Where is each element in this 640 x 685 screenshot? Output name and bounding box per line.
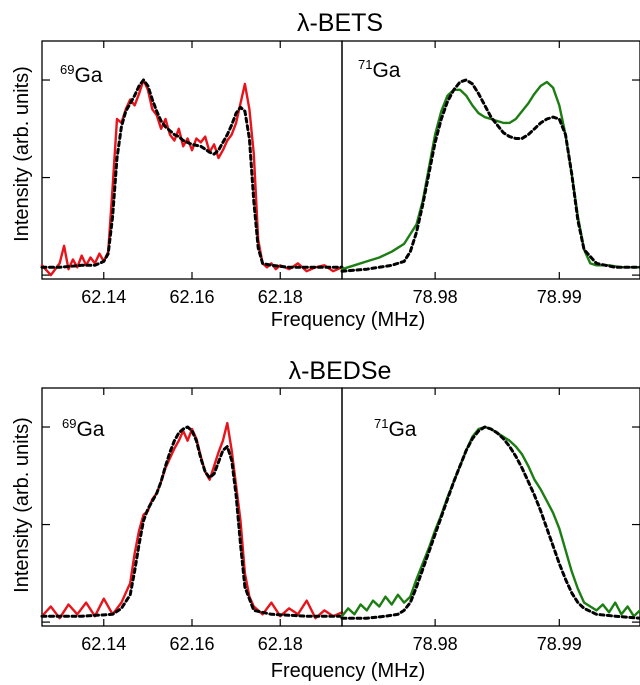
x-tick-label: 78.99	[537, 287, 582, 307]
panel-label: 69Ga	[62, 416, 105, 441]
chart-lambda-bedse: λ-BEDSe Intensity (arb. units) Frequency…	[11, 357, 640, 682]
fit-curve-1	[340, 425, 640, 620]
x-tick-label: 78.98	[413, 634, 458, 654]
x-tick-label: 62.14	[81, 287, 126, 307]
panel-69ga-bedse: 62.14 62.16 62.18 69Ga	[40, 387, 344, 654]
isotope-mass-number: 71	[374, 416, 388, 431]
y-ticks	[632, 426, 640, 623]
panel-71ga-bedse: 78.98 78.99 71Ga	[340, 387, 640, 654]
isotope-mass-number: 69	[60, 62, 74, 77]
chart-lambda-bets: λ-BETS Intensity (arb. units) Frequency …	[11, 9, 640, 331]
spectrum-curve-0	[340, 80, 640, 271]
series-group	[340, 78, 640, 273]
fit-curve-1	[340, 78, 640, 273]
x-tick-label: 62.14	[81, 634, 126, 654]
x-tick-label: 62.18	[258, 634, 303, 654]
x-ticks: 78.98 78.99	[413, 41, 582, 307]
isotope-element: Ga	[388, 418, 416, 441]
y-ticks	[42, 79, 50, 276]
panel-label: 71Ga	[358, 57, 401, 82]
isotope-element: Ga	[372, 59, 400, 82]
x-ticks: 62.14 62.16 62.18	[81, 41, 303, 307]
panel-label: 71Ga	[374, 416, 417, 441]
y-axis-label: Intensity (arb. units)	[11, 66, 33, 242]
isotope-element: Ga	[74, 64, 102, 87]
isotope-mass-number: 69	[62, 416, 76, 431]
panel-71ga-bets: 78.98 78.99 71Ga	[340, 40, 640, 307]
y-ticks	[42, 426, 50, 623]
chart-title: λ-BEDSe	[289, 357, 392, 385]
isotope-mass-number: 71	[358, 57, 372, 72]
x-tick-label: 62.16	[169, 287, 214, 307]
y-ticks	[632, 79, 640, 276]
y-axis-label: Intensity (arb. units)	[11, 417, 33, 593]
spectrum-curve-0	[340, 425, 640, 618]
x-axis-label: Frequency (MHz)	[271, 309, 425, 331]
x-tick-label: 62.16	[169, 634, 214, 654]
spectrum-curve-0	[40, 421, 344, 620]
x-ticks: 78.98 78.99	[413, 388, 582, 654]
panel-69ga-bets: 62.14 62.16 62.18 69Ga	[40, 40, 344, 307]
plot-frame	[341, 387, 640, 627]
x-tick-label: 78.99	[537, 634, 582, 654]
series-group	[40, 421, 344, 620]
panel-label: 69Ga	[60, 62, 103, 87]
chart-title: λ-BETS	[297, 9, 383, 37]
x-axis-label: Frequency (MHz)	[271, 660, 425, 682]
x-ticks: 62.14 62.16 62.18	[81, 388, 303, 654]
fit-curve-1	[40, 425, 344, 618]
x-tick-label: 78.98	[413, 287, 458, 307]
fit-curve-1	[40, 78, 344, 269]
isotope-element: Ga	[76, 418, 104, 441]
plot-frame	[341, 40, 640, 280]
x-tick-label: 62.18	[258, 287, 303, 307]
series-group	[40, 78, 344, 277]
series-group	[340, 425, 640, 620]
spectrum-curve-0	[40, 78, 344, 277]
